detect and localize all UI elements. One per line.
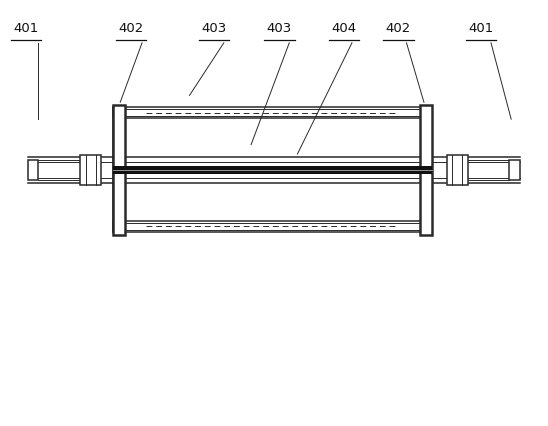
Bar bbox=[113, 167, 432, 175]
Text: 402: 402 bbox=[118, 22, 144, 35]
Text: 401: 401 bbox=[469, 22, 494, 35]
Bar bbox=[509, 161, 520, 181]
Bar bbox=[447, 156, 467, 185]
Text: 404: 404 bbox=[331, 22, 356, 35]
Text: 401: 401 bbox=[13, 22, 38, 35]
Bar bbox=[113, 108, 432, 119]
Bar bbox=[81, 156, 101, 185]
Bar bbox=[113, 158, 432, 183]
Text: 403: 403 bbox=[267, 22, 292, 35]
Bar bbox=[113, 222, 432, 233]
Bar bbox=[113, 106, 124, 235]
Text: 403: 403 bbox=[202, 22, 227, 35]
Bar bbox=[27, 161, 38, 181]
Text: 402: 402 bbox=[386, 22, 411, 35]
Bar bbox=[420, 106, 432, 235]
